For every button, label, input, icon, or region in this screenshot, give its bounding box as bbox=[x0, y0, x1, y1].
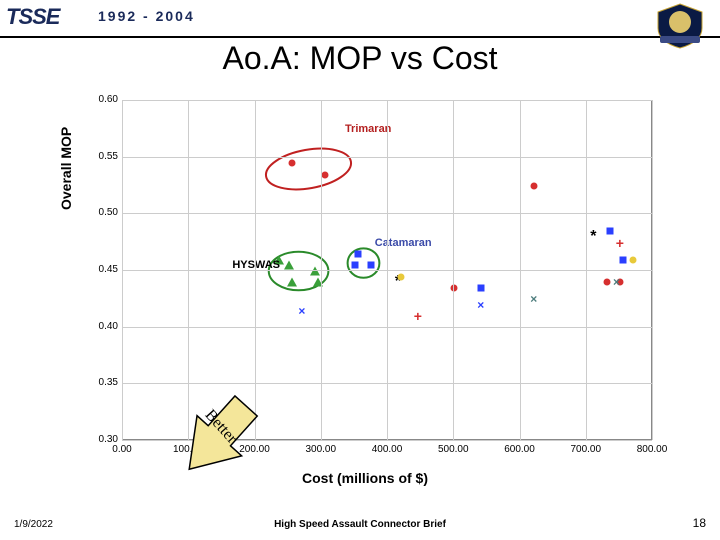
x-tick-label: 800.00 bbox=[632, 444, 672, 455]
hyswas-green-triangle bbox=[287, 278, 297, 287]
catamaran-blue-square bbox=[620, 256, 627, 263]
tsse-logo: TSSE bbox=[6, 4, 59, 30]
teal-x: × bbox=[530, 295, 537, 303]
teal-x: × bbox=[613, 278, 620, 286]
blue-x: × bbox=[477, 301, 484, 309]
x-axis-label: Cost (millions of $) bbox=[60, 470, 670, 486]
hyswas-green-triangle bbox=[310, 267, 320, 276]
hyswas-green-triangle bbox=[284, 261, 294, 270]
header-rule bbox=[0, 36, 720, 38]
yellow-circle bbox=[630, 256, 637, 263]
gridline-h bbox=[122, 213, 652, 214]
yellow-circle bbox=[398, 273, 405, 280]
x-tick-label: 0.00 bbox=[102, 444, 142, 455]
better-arrow: Better bbox=[165, 380, 275, 495]
x-tick-label: 400.00 bbox=[367, 444, 407, 455]
y-tick-label: 0.40 bbox=[99, 321, 118, 332]
gridline-h bbox=[122, 270, 652, 271]
catamaran-blue-square bbox=[368, 262, 375, 269]
x-tick-label: 300.00 bbox=[301, 444, 341, 455]
black-asterisk: * bbox=[590, 232, 596, 242]
tsse-years: 1992 - 2004 bbox=[98, 8, 195, 24]
catamaran-blue-square bbox=[351, 262, 358, 269]
blue-x: × bbox=[298, 307, 305, 315]
slide: TSSE 1992 - 2004 Ao.A: MOP vs Cost Overa… bbox=[0, 0, 720, 540]
trimaran-red-circle bbox=[288, 160, 295, 167]
y-tick-label: 0.45 bbox=[99, 264, 118, 275]
trimaran-red-circle bbox=[603, 279, 610, 286]
hyswas-green-triangle bbox=[313, 278, 323, 287]
red-plus: + bbox=[414, 312, 422, 320]
y-axis-label: Overall MOP bbox=[58, 127, 74, 210]
catamaran-blue-square bbox=[355, 251, 362, 258]
slide-title: Ao.A: MOP vs Cost bbox=[0, 40, 720, 77]
gridline-h bbox=[122, 157, 652, 158]
trimaran-red-circle bbox=[530, 183, 537, 190]
x-tick-label: 700.00 bbox=[566, 444, 606, 455]
x-tick-label: 500.00 bbox=[433, 444, 473, 455]
y-tick-label: 0.60 bbox=[99, 94, 118, 105]
red-plus: + bbox=[616, 239, 624, 247]
trimaran-red-circle bbox=[322, 171, 329, 178]
y-tick-label: 0.35 bbox=[99, 377, 118, 388]
x-tick-label: 600.00 bbox=[500, 444, 540, 455]
gridline-h bbox=[122, 100, 652, 101]
gridline-v bbox=[652, 100, 653, 440]
footer-page-number: 18 bbox=[693, 516, 706, 530]
gridline-h bbox=[122, 327, 652, 328]
trimaran-label: Trimaran bbox=[345, 123, 391, 135]
y-tick-label: 0.55 bbox=[99, 151, 118, 162]
catamaran-blue-square bbox=[477, 285, 484, 292]
footer-title: High Speed Assault Connector Brief bbox=[0, 519, 720, 530]
y-tick-label: 0.30 bbox=[99, 434, 118, 445]
trimaran-red-circle bbox=[451, 285, 458, 292]
catamaran-blue-square bbox=[606, 228, 613, 235]
y-tick-label: 0.50 bbox=[99, 207, 118, 218]
catamaran-label: Catamaran bbox=[375, 237, 432, 249]
trimaran-ellipse bbox=[263, 143, 355, 196]
scatter-chart: Overall MOP Cost (millions of $) × × + + × × *… bbox=[60, 90, 670, 490]
